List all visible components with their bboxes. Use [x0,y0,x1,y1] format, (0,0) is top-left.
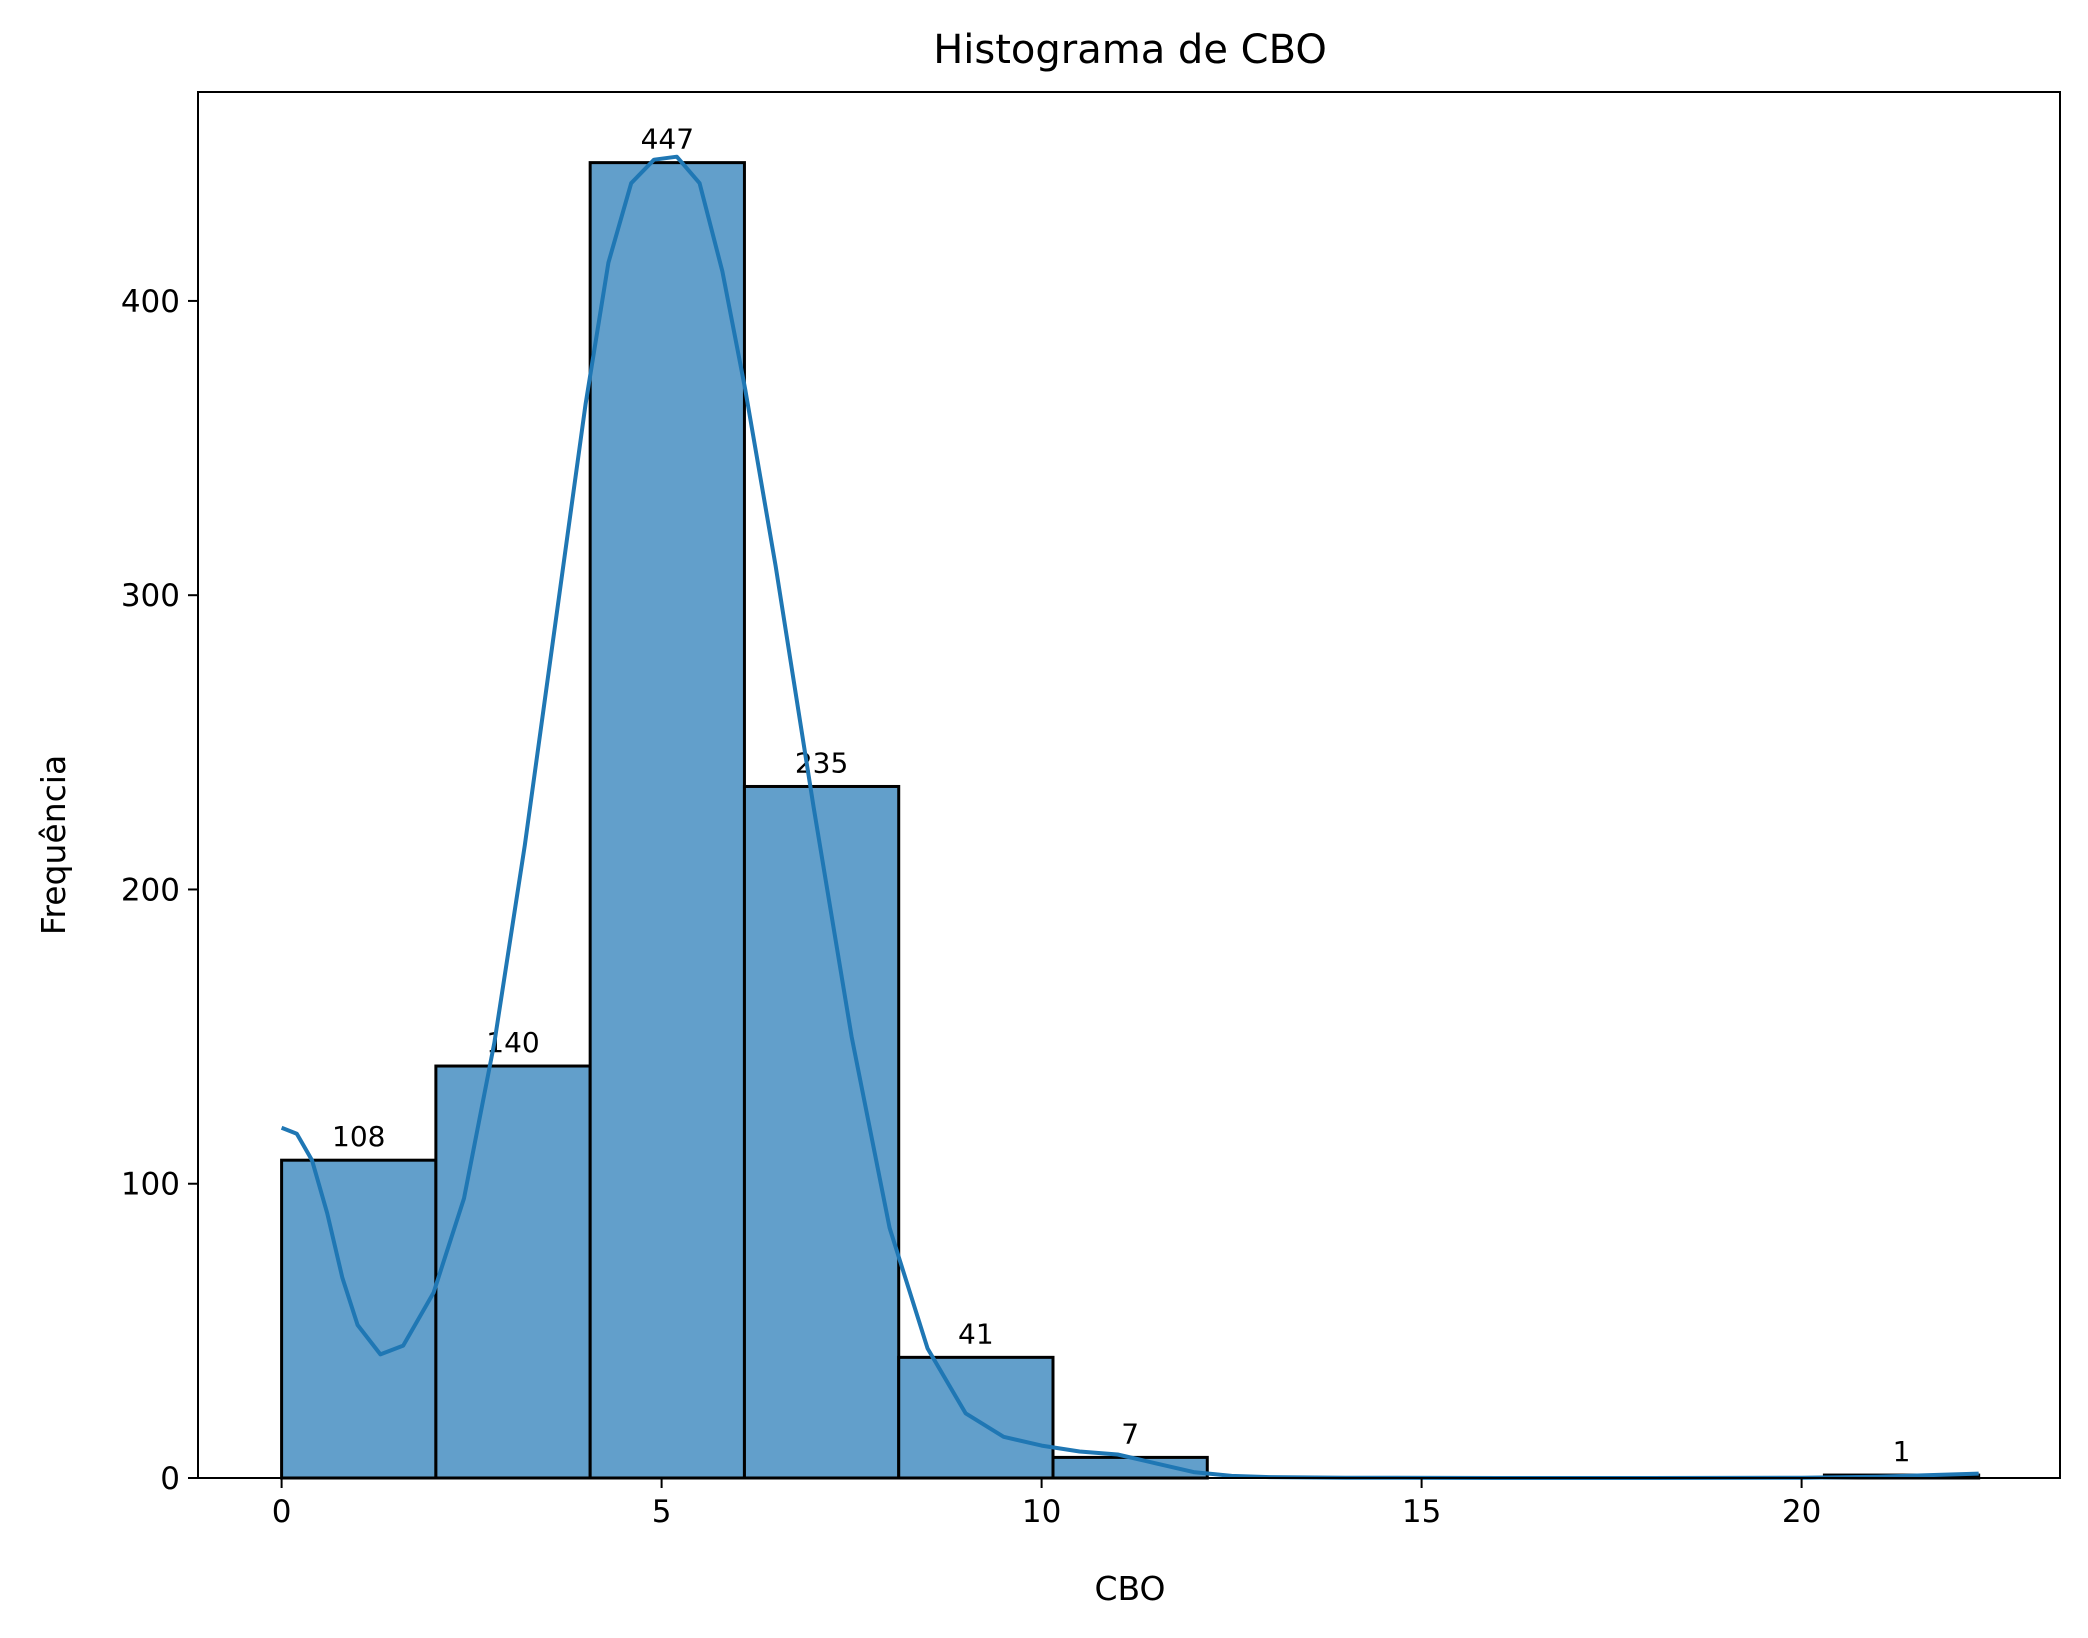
bar-2 [588,161,746,1480]
x-axis-title: CBO [1094,1569,1165,1608]
chart-title: Histograma de CBO [933,27,1327,73]
x-axis-ticks: 0 5 10 15 20 [272,1478,1821,1530]
x-tick-label-4: 20 [1782,1494,1821,1530]
bars-group [280,161,1981,1480]
y-tick-label-2: 200 [121,872,180,908]
bar-3 [742,784,901,1480]
bar-1 [434,1064,592,1480]
bar-value-label-0: 108 [332,1120,385,1153]
y-tick-label-0: 0 [160,1461,180,1497]
x-tick-label-1: 5 [652,1494,672,1530]
bar-value-label-5: 7 [1121,1417,1139,1450]
y-tick-label-3: 300 [121,578,180,614]
y-tick-label-4: 400 [121,284,180,320]
x-tick-label-3: 15 [1402,1494,1441,1530]
y-axis-title: Frequência [34,755,73,935]
bar-value-label-2: 447 [641,123,694,156]
bar-value-label-10: 1 [1893,1435,1911,1468]
bar-5 [1051,1455,1209,1480]
plot-area-frame [197,91,2061,1479]
y-tick-label-1: 100 [121,1167,180,1203]
kde-curve [280,154,1979,1480]
bar-value-label-4: 41 [958,1317,994,1350]
y-axis-ticks: 0 100 200 300 400 [121,284,198,1497]
x-tick-label-2: 10 [1022,1494,1061,1530]
bar-0 [280,1158,438,1480]
x-tick-label-0: 0 [272,1494,292,1530]
